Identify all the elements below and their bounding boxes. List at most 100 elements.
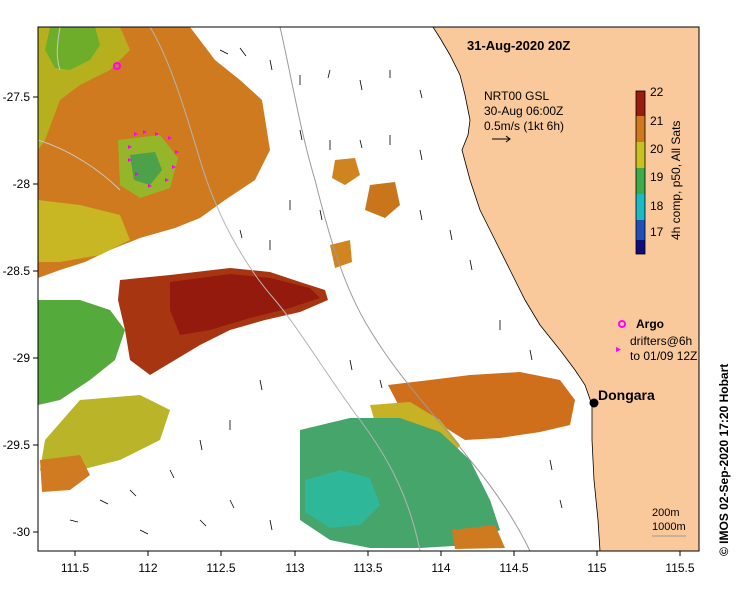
- vector: [529, 349, 533, 361]
- contour-1000m: [149, 27, 421, 551]
- vector: [359, 139, 363, 149]
- x-tick-label: 114: [431, 561, 450, 575]
- plot-area: [38, 27, 699, 551]
- x-tick-label: 113: [285, 561, 304, 575]
- drifter-legend-line-1: drifters@6h: [630, 334, 692, 348]
- vector: [239, 229, 243, 239]
- x-tick-label: 112.5: [206, 561, 235, 575]
- x-tick-label: 113.5: [353, 561, 382, 575]
- drifter-mark: [128, 158, 132, 162]
- colorbar-ticks: 22 21 20 19 18 17: [650, 85, 664, 239]
- map-title: 31-Aug-2020 20Z: [467, 38, 570, 53]
- colorbar-seg: [636, 142, 645, 168]
- axis-ticks: [33, 96, 681, 556]
- colorbar-label: 4h comp, p50, All Sats: [669, 121, 683, 240]
- vector: [449, 229, 453, 241]
- colorbar-seg: [636, 168, 645, 194]
- vector: [69, 519, 79, 523]
- sst-patch-scatter-3: [330, 240, 352, 268]
- drifter-mark: [155, 132, 159, 136]
- vector: [269, 519, 273, 531]
- drifter-mark: [175, 150, 179, 154]
- y-tick-label: -29.5: [3, 438, 31, 452]
- vector: [379, 379, 383, 389]
- argo-legend-label: Argo: [636, 317, 664, 331]
- y-tick-label: -28.5: [3, 264, 31, 278]
- contour-200m: [279, 27, 531, 551]
- sst-patch-scatter-2: [365, 182, 400, 218]
- x-tick-label: 111.5: [61, 561, 90, 575]
- sst-patch-south-cyan: [305, 470, 380, 528]
- y-tick-label: -27.5: [3, 90, 31, 104]
- drifter-track: [128, 130, 179, 188]
- sst-patch-scatter-1: [332, 158, 360, 185]
- colorbar-seg: [636, 91, 645, 116]
- x-tick-label: 114.5: [499, 561, 528, 575]
- colorbar-tick-label: 18: [650, 199, 664, 213]
- contour-west: [38, 27, 121, 191]
- sst-patch-south-orange: [452, 525, 505, 549]
- sst-patch-west-green: [38, 300, 125, 405]
- colorbar-tick-label: 17: [650, 225, 664, 239]
- drifter-mark: [172, 165, 176, 169]
- colorbar-tick-label: 22: [650, 85, 664, 99]
- sst-patch-eddy-core: [130, 152, 162, 185]
- drifter-mark: [134, 132, 138, 136]
- sst-patch-filament-core: [170, 274, 320, 335]
- colorbar: [635, 90, 646, 255]
- dongara-marker: [589, 398, 599, 408]
- vector: [319, 209, 323, 221]
- vector: [239, 47, 247, 57]
- vector: [129, 489, 137, 497]
- vector: [419, 149, 423, 161]
- x-tick-labels: 111.5 112 112.5 113 113.5 114 114.5 115 …: [61, 561, 695, 575]
- x-tick-label: 115: [587, 561, 606, 575]
- vector: [269, 59, 273, 71]
- sst-field: [38, 27, 575, 549]
- vector: [199, 439, 203, 451]
- argo-float: [113, 62, 121, 70]
- vector: [359, 79, 363, 91]
- x-tick-label: 115.5: [665, 561, 694, 575]
- sst-patch-mid-yellow: [38, 200, 130, 262]
- y-tick-label: -28: [13, 177, 31, 191]
- sst-patch-west-orange: [40, 455, 90, 492]
- vector: [327, 69, 331, 79]
- colorbar-tick-label: 20: [650, 142, 664, 156]
- drifter-mark: [168, 136, 172, 140]
- vector: [419, 209, 423, 221]
- product-line-3: 0.5m/s (1kt 6h): [484, 119, 564, 133]
- credit-text: © IMOS 02-Sep-2020 17:20 Hobart: [717, 364, 731, 556]
- drifter-mark: [143, 130, 147, 134]
- drifter-mark: [165, 178, 169, 182]
- vector: [139, 529, 149, 535]
- vector: [199, 519, 207, 527]
- y-tick-label: -29: [13, 351, 31, 365]
- colorbar-tick-label: 19: [650, 170, 664, 184]
- argo-legend-icon: [618, 320, 626, 328]
- x-tick-label: 112: [138, 561, 157, 575]
- bathymetry-contours: [38, 27, 531, 551]
- y-tick-labels: -27.5 -28 -28.5 -29 -29.5 -30: [3, 90, 31, 539]
- place-label-dongara: Dongara: [598, 387, 655, 403]
- vector: [349, 359, 353, 371]
- drifter-mark: [128, 145, 132, 149]
- colorbar-seg: [636, 220, 645, 240]
- sst-patch-southeast: [388, 372, 575, 440]
- vector: [229, 499, 235, 509]
- vector: [99, 499, 109, 505]
- vector: [559, 499, 563, 509]
- vector: [219, 49, 229, 55]
- drifter-legend-line-2: to 01/09 12Z: [630, 349, 697, 363]
- colorbar-seg: [636, 194, 645, 220]
- colorbar-seg: [636, 240, 645, 254]
- vector: [299, 129, 303, 141]
- vector: [549, 459, 553, 471]
- vector: [259, 379, 263, 391]
- vector: [469, 259, 473, 271]
- drifter-mark: [148, 184, 152, 188]
- land-mass: [432, 27, 699, 551]
- depth-label-200m: 200m: [652, 507, 680, 519]
- drifter-legend-icon: [616, 347, 621, 352]
- vector: [419, 89, 423, 99]
